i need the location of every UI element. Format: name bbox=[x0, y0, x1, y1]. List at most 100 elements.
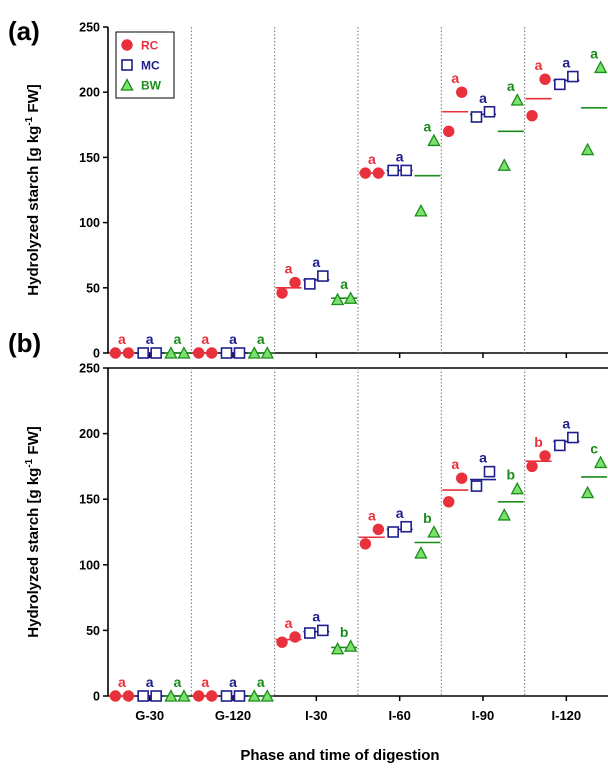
point-mc bbox=[387, 526, 399, 538]
point-bw bbox=[164, 689, 178, 702]
significance-letter: a bbox=[257, 331, 265, 347]
y-tick-label: 0 bbox=[93, 347, 100, 361]
point-bw bbox=[593, 455, 608, 469]
significance-letter: a bbox=[201, 331, 209, 347]
significance-letter: a bbox=[535, 57, 543, 73]
significance-letter: a bbox=[340, 276, 348, 292]
legend-label-mc: MC bbox=[141, 59, 160, 73]
y-tick-label: 50 bbox=[86, 281, 100, 295]
point-rc bbox=[206, 690, 218, 702]
point-rc bbox=[526, 109, 538, 122]
point-rc bbox=[539, 450, 551, 462]
legend-label-bw: BW bbox=[141, 79, 162, 93]
panel-letter: (a) bbox=[8, 16, 40, 46]
legend-marker-rc bbox=[121, 39, 133, 51]
significance-letter: a bbox=[368, 507, 376, 523]
significance-letter: a bbox=[424, 118, 432, 134]
significance-letter: a bbox=[146, 331, 154, 347]
point-mc bbox=[470, 480, 483, 492]
significance-letter: b bbox=[506, 467, 515, 483]
point-bw bbox=[427, 525, 441, 538]
y-axis-label: Hydrolyzed starch [g kg-1 FW] bbox=[24, 426, 42, 637]
point-mc bbox=[470, 111, 483, 123]
point-mc bbox=[304, 278, 316, 290]
point-mc bbox=[150, 347, 162, 359]
point-rc bbox=[193, 690, 205, 702]
legend-marker-bw bbox=[120, 78, 134, 91]
point-mc bbox=[567, 431, 579, 444]
panel-0: 0 50 100 150 200 250 Hydrolyzed starch [g kg-1… bbox=[8, 16, 608, 361]
significance-letter: a bbox=[312, 608, 320, 624]
point-rc bbox=[443, 496, 455, 508]
significance-letter: a bbox=[229, 331, 237, 347]
significance-letter: a bbox=[257, 674, 265, 690]
x-tick-label: I-120 bbox=[552, 708, 582, 723]
point-bw bbox=[414, 203, 428, 217]
point-rc bbox=[456, 86, 468, 98]
point-rc bbox=[122, 690, 135, 702]
point-mc bbox=[233, 347, 246, 359]
point-rc bbox=[289, 276, 301, 289]
x-tick-label: I-30 bbox=[305, 708, 327, 723]
significance-letter: b bbox=[340, 624, 349, 640]
point-bw bbox=[247, 689, 261, 702]
point-bw bbox=[510, 481, 524, 495]
point-rc bbox=[289, 631, 301, 643]
point-rc bbox=[276, 287, 288, 299]
point-bw bbox=[343, 639, 358, 652]
point-rc bbox=[443, 125, 455, 138]
significance-letter: a bbox=[451, 70, 459, 86]
point-rc bbox=[109, 347, 122, 359]
y-axis-label: Hydrolyzed starch [g kg-1 FW] bbox=[24, 84, 42, 295]
point-mc bbox=[567, 70, 579, 83]
point-rc bbox=[122, 347, 135, 359]
x-tick-label: I-60 bbox=[388, 708, 410, 723]
point-mc bbox=[304, 627, 316, 639]
point-bw bbox=[177, 346, 191, 359]
point-mc bbox=[233, 690, 246, 702]
significance-letter: a bbox=[285, 615, 293, 631]
point-rc bbox=[359, 167, 372, 179]
point-rc bbox=[276, 636, 288, 648]
point-mc bbox=[387, 164, 399, 177]
y-tick-label: 250 bbox=[79, 21, 100, 35]
point-bw bbox=[343, 291, 358, 304]
point-mc bbox=[317, 624, 329, 637]
point-mc bbox=[150, 690, 162, 702]
point-bw bbox=[330, 292, 345, 306]
y-tick-label: 0 bbox=[93, 690, 100, 704]
x-tick-label: G-30 bbox=[135, 708, 164, 723]
point-mc bbox=[554, 439, 566, 452]
point-rc bbox=[456, 472, 468, 484]
y-tick-label: 200 bbox=[79, 427, 100, 441]
significance-letter: a bbox=[507, 78, 515, 94]
significance-letter: a bbox=[396, 505, 404, 521]
significance-letter: a bbox=[118, 674, 126, 690]
y-tick-label: 150 bbox=[79, 151, 100, 165]
y-tick-label: 100 bbox=[79, 216, 100, 230]
point-mc bbox=[137, 347, 149, 359]
y-tick-label: 200 bbox=[79, 86, 100, 100]
point-rc bbox=[372, 167, 385, 179]
significance-letter: b bbox=[534, 434, 543, 450]
y-tick-label: 150 bbox=[79, 493, 100, 507]
point-rc bbox=[206, 347, 218, 359]
point-mc bbox=[317, 270, 329, 282]
point-bw bbox=[497, 158, 511, 171]
significance-letter: a bbox=[368, 151, 376, 167]
point-bw bbox=[330, 641, 345, 655]
point-mc bbox=[554, 78, 566, 91]
point-rc bbox=[193, 347, 205, 359]
significance-letter: a bbox=[590, 45, 598, 61]
point-bw bbox=[247, 346, 261, 359]
point-bw bbox=[427, 133, 441, 147]
point-mc bbox=[400, 164, 412, 177]
point-bw bbox=[580, 485, 595, 499]
point-bw bbox=[580, 142, 595, 156]
point-mc bbox=[137, 690, 149, 702]
point-bw bbox=[260, 689, 274, 702]
panel-1: 0 50 100 150 200 250 Hydrolyzed starch [g kg-1… bbox=[8, 328, 608, 723]
point-mc bbox=[220, 690, 233, 702]
y-tick-label: 250 bbox=[79, 362, 100, 376]
